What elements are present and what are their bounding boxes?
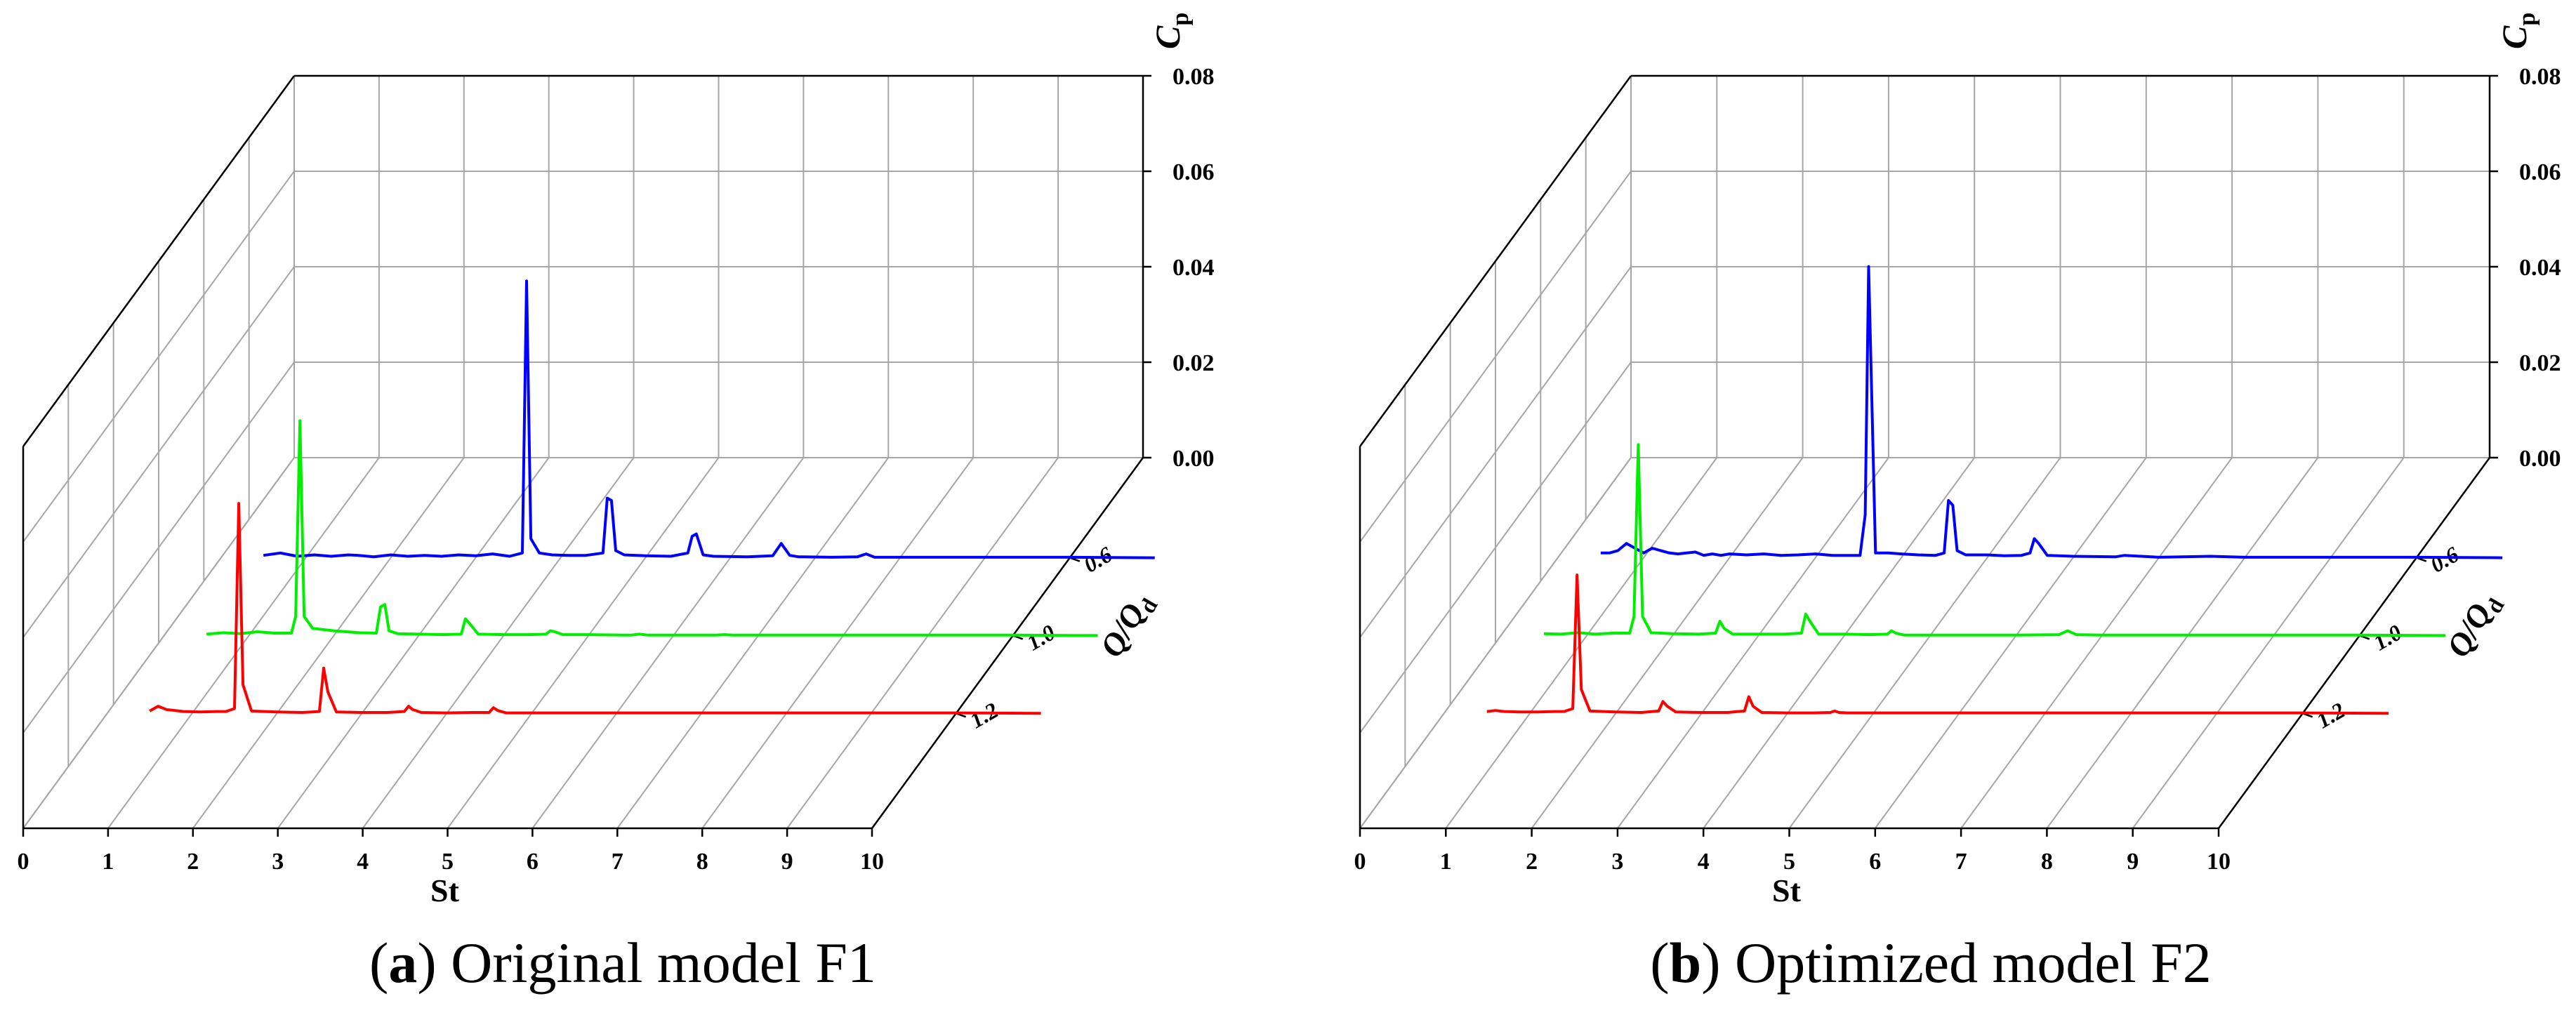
depth-axis-title-sub: d (2481, 594, 2509, 618)
z-tick-label: 0.08 (2519, 64, 2561, 90)
floor-grid-x (362, 457, 635, 829)
left-top-edge (1359, 75, 1632, 447)
floor-grid-x (1960, 457, 2233, 829)
x-tick-label: 6 (1869, 849, 1881, 875)
depth-tick-label: 0.6 (2426, 541, 2463, 577)
floor-grid-x (531, 457, 805, 829)
x-tick-label: 2 (1526, 849, 1538, 875)
floor-grid-x (277, 457, 550, 829)
floor-grid-x (1445, 457, 1718, 829)
x-tick-label: 1 (102, 849, 114, 875)
depth-tick-label: 0.6 (1079, 541, 1116, 577)
series-line-1-2 (149, 502, 1041, 715)
panel-a-caption: (a) Original model F1 (369, 931, 876, 995)
x-tick-label: 4 (1698, 849, 1710, 875)
floor-grid-x (1617, 457, 1889, 829)
z-tick-label: 0.06 (2519, 159, 2561, 185)
z-tick-label: 0.06 (1173, 159, 1215, 185)
z-tick-label: 0.00 (1173, 446, 1215, 472)
panel-b-letter: b (1669, 931, 1702, 995)
z-tick-label: 0.02 (2519, 350, 2561, 376)
x-tick-label: 3 (1611, 849, 1623, 875)
depth-axis-line (871, 457, 1144, 829)
z-axis-title: Cp (1148, 13, 1194, 49)
x-tick-label: 6 (527, 849, 539, 875)
series-line-1-0 (1543, 443, 2446, 637)
depth-tick-label: 1.2 (2312, 697, 2349, 733)
x-tick-label: 2 (187, 849, 199, 875)
left-wall-grid-z (22, 171, 295, 543)
series-line-0-6 (263, 279, 1155, 559)
x-tick-label: 9 (781, 849, 793, 875)
x-axis-title: St (1772, 873, 1802, 908)
x-axis-title: St (430, 873, 460, 908)
floor-grid-x (1788, 457, 2061, 829)
x-tick-label: 8 (696, 849, 708, 875)
floor-grid-x (22, 457, 295, 829)
left-wall-grid-z (1359, 266, 1632, 638)
floor-grid-x (1874, 457, 2147, 829)
floor-grid-x (786, 457, 1059, 829)
x-tick-label: 10 (860, 849, 884, 875)
depth-tick-label: 1.2 (965, 697, 1003, 733)
panel-a-chart: 0 1 2 3 4 5 6 7 8 9 10 St 0.00 0.02 0.04 0.06 0.08 Cp 0.6 1… (18, 13, 1215, 908)
series-line-0-6 (1600, 265, 2503, 559)
z-axis-title-sub: p (2514, 13, 2540, 26)
panel-b-caption: (b) Optimized model F2 (1650, 931, 2212, 995)
floor-grid-x (701, 457, 975, 829)
left-wall-grid-z (1359, 171, 1632, 543)
x-tick-label: 10 (2207, 849, 2231, 875)
depth-axis-title: Q/Qd (2440, 586, 2509, 665)
x-tick-label: 0 (18, 849, 29, 875)
floor-grid-x (192, 457, 465, 829)
depth-tick-label: 1.0 (1022, 619, 1059, 655)
left-wall-grid-z (22, 361, 295, 734)
floor-grid-x (1531, 457, 1804, 829)
panel-b-chart: 0 1 2 3 4 5 6 7 8 9 10 St 0.00 0.02 0.04 0.06 0.08 Cp 0.6 1… (1354, 13, 2561, 908)
x-tick-label: 4 (357, 849, 369, 875)
panel-b-caption-text: Optimized model F2 (1735, 931, 2212, 995)
x-tick-label: 1 (1440, 849, 1452, 875)
x-tick-label: 3 (272, 849, 284, 875)
x-tick-label: 9 (2127, 849, 2139, 875)
series-line-1-2 (1486, 573, 2389, 715)
floor-grid-x (1703, 457, 1976, 829)
left-top-edge (22, 75, 296, 447)
depth-axis-title-sub: d (1134, 594, 1162, 618)
x-tick-label: 5 (442, 849, 454, 875)
panel-a-caption-text: Original model F1 (451, 931, 876, 995)
x-tick-label: 5 (1783, 849, 1795, 875)
depth-axis-title: Q/Qd (1093, 586, 1163, 665)
floor-grid-x (107, 457, 380, 829)
z-tick-label: 0.08 (1173, 64, 1215, 90)
z-axis-title-sub: p (1168, 13, 1194, 26)
z-tick-label: 0.04 (2519, 255, 2561, 281)
left-wall-grid-z (1359, 361, 1632, 734)
z-tick-label: 0.00 (2519, 446, 2561, 472)
panel-a-letter: a (388, 931, 418, 995)
floor-grid-x (2132, 457, 2405, 829)
floor-grid-x (616, 457, 890, 829)
z-tick-label: 0.02 (1173, 350, 1215, 376)
depth-axis-line (2217, 457, 2491, 829)
x-tick-label: 0 (1354, 849, 1366, 875)
z-axis-title: Cp (2495, 13, 2540, 49)
floor-grid-x (1359, 457, 1632, 829)
x-tick-label: 7 (612, 849, 623, 875)
series-line-1-0 (206, 419, 1098, 637)
x-tick-label: 7 (1955, 849, 1967, 875)
left-wall-grid-z (22, 266, 295, 638)
x-tick-label: 8 (2041, 849, 2053, 875)
floor-grid-x (2046, 457, 2319, 829)
floor-grid-x (447, 457, 720, 829)
depth-tick-label: 1.0 (2369, 619, 2406, 655)
z-tick-label: 0.04 (1173, 255, 1215, 281)
